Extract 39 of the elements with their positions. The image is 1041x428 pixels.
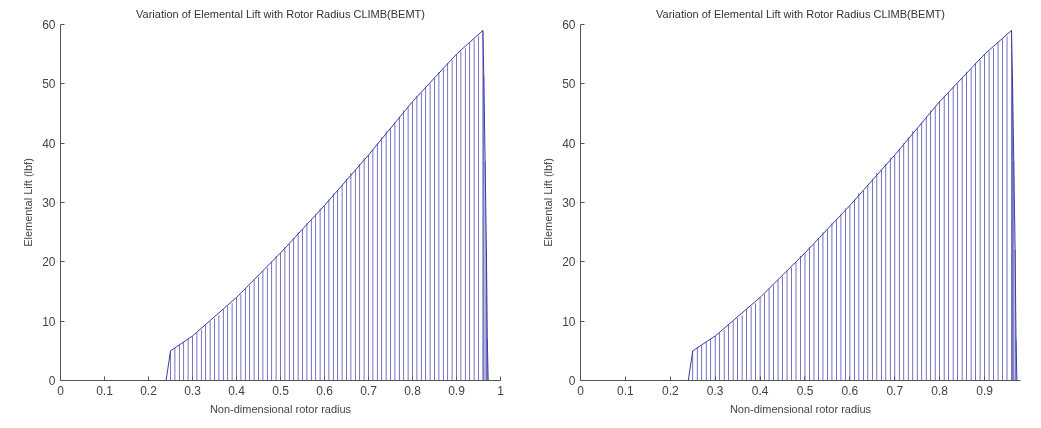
x-tick-label: 0.1 bbox=[96, 383, 114, 398]
y-tick-label: 10 bbox=[42, 314, 56, 329]
y-tick-label: 60 bbox=[562, 18, 576, 32]
x-tick-label: 0.2 bbox=[140, 383, 158, 398]
x-tick-label: 0.5 bbox=[272, 383, 290, 398]
x-tick-label: 0.3 bbox=[706, 383, 724, 398]
y-tick-label: 30 bbox=[562, 196, 576, 210]
x-tick-label: 0.6 bbox=[841, 383, 859, 398]
y-tick-label: 50 bbox=[42, 77, 56, 92]
x-tick-label: 0.7 bbox=[886, 383, 904, 398]
y-tick-label: 50 bbox=[562, 77, 576, 92]
x-tick-label: 0.7 bbox=[360, 383, 378, 398]
x-tick-label: 0.9 bbox=[448, 383, 466, 398]
x-tick-label: 0.4 bbox=[751, 383, 769, 398]
x-tick-label: 0.8 bbox=[404, 383, 422, 398]
x-tick-label: 0.9 bbox=[976, 383, 994, 398]
y-tick-label: 40 bbox=[42, 136, 56, 151]
y-tick-label: 0 bbox=[568, 374, 576, 388]
y-tick-label: 20 bbox=[42, 255, 56, 270]
x-axis-title: Non-dimensional rotor radius bbox=[209, 402, 352, 415]
x-tick-label: 0.4 bbox=[228, 383, 246, 398]
y-tick-label: 20 bbox=[562, 255, 576, 270]
x-tick-label: 0.6 bbox=[316, 383, 334, 398]
chart-title: Variation of Elemental Lift with Rotor Radius CLIMB(BEMT) bbox=[136, 7, 425, 20]
x-axis-title: Non-dimensional rotor radius bbox=[729, 402, 872, 415]
y-tick-label: 30 bbox=[42, 196, 56, 210]
y-tick-label: 0 bbox=[48, 374, 56, 388]
y-tick-label: 60 bbox=[42, 18, 56, 32]
x-tick-label: 0.1 bbox=[617, 383, 635, 398]
y-axis-title: Elemental Lift (lbf) bbox=[22, 158, 35, 247]
y-tick-label: 10 bbox=[562, 314, 576, 329]
x-tick-label: 1 bbox=[497, 383, 505, 398]
x-tick-label: 0.5 bbox=[796, 383, 814, 398]
chart-title: Variation of Elemental Lift with Rotor Radius CLIMB(BEMT) bbox=[656, 7, 945, 20]
x-tick-label: 0.2 bbox=[661, 383, 679, 398]
y-axis-title: Elemental Lift (lbf) bbox=[542, 158, 555, 247]
y-tick-label: 40 bbox=[562, 136, 576, 151]
x-tick-label: 0.8 bbox=[931, 383, 949, 398]
x-tick-label: 0.3 bbox=[184, 383, 202, 398]
